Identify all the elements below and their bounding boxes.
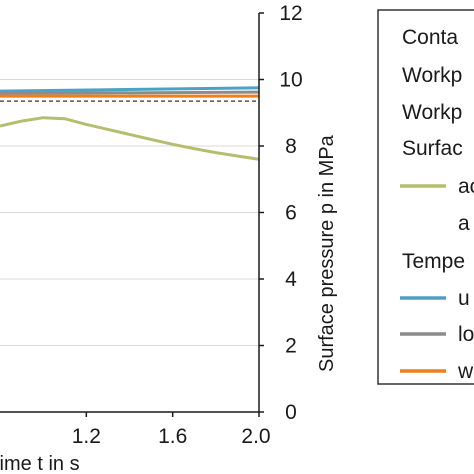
legend-entry-label: a: [458, 212, 470, 235]
right-y-tick-label: 4: [285, 268, 297, 291]
right-y-tick-label: 2: [285, 335, 297, 358]
legend-entry-label: u: [458, 287, 470, 310]
legend-header: Workp: [402, 64, 462, 87]
x-tick-label: 1.6: [158, 425, 187, 448]
legend-entry-label: w: [457, 360, 474, 383]
series-line-lo: [0, 90, 260, 95]
legend-header: Tempe: [402, 250, 465, 273]
right-y-axis-label: Surface pressure p in MPa: [316, 134, 338, 372]
legend: Conta Workp Workp Surfac ac a Tempe u lo w: [377, 9, 474, 385]
plot-series: [0, 86, 260, 161]
x-tick-label: 1.2: [72, 425, 101, 448]
legend-entry-label: lo: [458, 323, 474, 346]
x-axis-label: time t in s: [0, 453, 80, 474]
legend-box: [377, 9, 474, 385]
right-y-tick-label: 12: [279, 2, 302, 25]
axes: 0 2 4 6 8 10 12 1.2 1.6 2.0: [0, 2, 303, 448]
legend-header: Surfac: [402, 137, 463, 160]
legend-header: Workp: [402, 101, 462, 124]
series-line-u: [0, 86, 260, 93]
grid-lines: [0, 79, 259, 346]
right-y-tick-label: 8: [285, 135, 297, 158]
legend-header: Conta: [402, 26, 458, 49]
legend-entry-label: ac: [458, 175, 474, 198]
right-y-tick-label: 0: [285, 401, 297, 424]
x-tick-label: 2.0: [241, 425, 270, 448]
right-y-tick-label: 6: [285, 202, 297, 225]
series-line-ac: [0, 116, 260, 161]
right-y-tick-label: 10: [279, 69, 302, 92]
